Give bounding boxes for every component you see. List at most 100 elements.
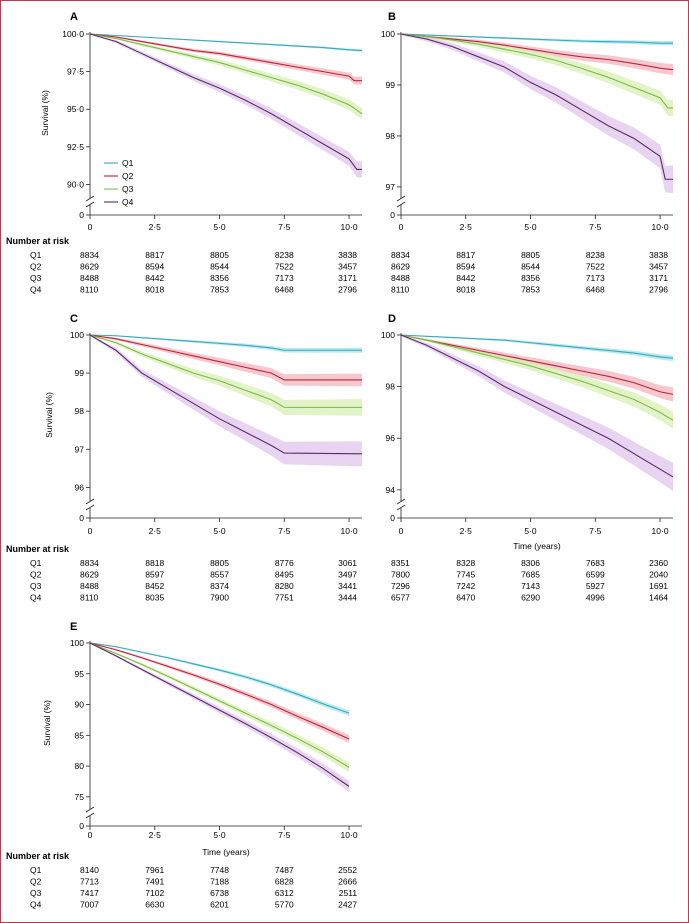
risk-value: 2796 <box>338 285 357 295</box>
survival-curve-q1 <box>400 334 674 359</box>
risk-value: 7853 <box>210 285 229 295</box>
risk-value: 7487 <box>275 865 294 875</box>
risk-value: 8356 <box>521 273 540 283</box>
risk-value: 8306 <box>521 558 540 568</box>
panel-e: E 00 2·5 5·0 7·5 10·0 75 80 85 90 95 100 Survival (%… <box>6 621 362 910</box>
y-tick-label: 97·5 <box>67 67 84 77</box>
y-tick-label: 96 <box>75 482 85 492</box>
risk-value: 8594 <box>145 262 164 272</box>
y-axis-label: Survival (%) <box>42 700 52 746</box>
x-tick-label: 7·5 <box>278 222 291 232</box>
risk-row-label-q2: Q2 <box>30 262 42 272</box>
risk-value: 7748 <box>210 865 229 875</box>
x-tick-label: 5·0 <box>213 222 226 232</box>
legend-label-q2: Q2 <box>122 171 134 181</box>
number-at-risk-heading: Number at risk <box>6 544 70 554</box>
risk-value: 6290 <box>521 593 540 603</box>
risk-value: 8442 <box>456 273 475 283</box>
survival-curve-q4 <box>89 33 362 170</box>
risk-row-label-q3: Q3 <box>30 888 42 898</box>
panel-label: B <box>388 11 396 23</box>
risk-value: 8018 <box>456 285 475 295</box>
x-tick-label: 10·0 <box>652 222 669 232</box>
y-tick-label: 94 <box>386 485 396 495</box>
x-tick-label: 0 <box>399 526 404 536</box>
risk-value: 7296 <box>391 581 410 591</box>
axis-break-mark <box>85 498 95 505</box>
risk-value: 3457 <box>338 262 357 272</box>
risk-value: 8818 <box>145 558 164 568</box>
survival-curve-q1 <box>89 334 362 351</box>
x-tick-label: 5·0 <box>213 526 226 536</box>
risk-value: 1691 <box>649 581 668 591</box>
risk-value: 8140 <box>80 865 99 875</box>
y-tick-label: 85 <box>75 730 85 740</box>
risk-value: 7143 <box>521 581 540 591</box>
risk-value: 6828 <box>275 877 294 887</box>
x-tick-label: 10·0 <box>652 526 669 536</box>
risk-value: 7491 <box>145 877 164 887</box>
survival-curve-q4 <box>400 33 673 180</box>
x-tick-label: 10·0 <box>341 526 358 536</box>
y-tick-label: 80 <box>75 761 85 771</box>
ci-band-q4 <box>90 643 350 792</box>
risk-value: 7173 <box>275 273 294 283</box>
x-tick-label: 5·0 <box>524 222 537 232</box>
risk-value: 2040 <box>649 570 668 580</box>
panel-d: D 00 2·5 5·0 7·5 10·0 94 96 98 100 Time (years) 835… <box>381 313 674 603</box>
y-tick-label: 98 <box>386 382 396 392</box>
risk-value: 8488 <box>80 581 99 591</box>
risk-value: 7800 <box>391 570 410 580</box>
survival-curve-q4 <box>400 334 674 478</box>
risk-value: 8488 <box>80 273 99 283</box>
x-tick-label: 2·5 <box>460 222 473 232</box>
risk-value: 3061 <box>338 558 357 568</box>
survival-curve-q4 <box>89 334 363 455</box>
y-tick-label: 96 <box>386 433 396 443</box>
y-tick-label: 0 <box>79 210 84 220</box>
panel-label: E <box>70 621 77 633</box>
risk-value: 1464 <box>649 593 668 603</box>
y-axis-label: Survival (%) <box>44 392 54 438</box>
number-at-risk-heading: Number at risk <box>6 851 70 861</box>
number-at-risk-heading: Number at risk <box>6 236 70 246</box>
axis-break-mark <box>396 504 406 511</box>
y-tick-label: 97 <box>386 182 396 192</box>
risk-value: 8488 <box>391 273 410 283</box>
risk-value: 8035 <box>145 593 164 603</box>
y-tick-label: 0 <box>390 513 395 523</box>
risk-value: 3457 <box>649 262 668 272</box>
survival-curve-q3 <box>400 33 673 109</box>
risk-value: 8594 <box>456 262 475 272</box>
risk-value: 8452 <box>145 581 164 591</box>
x-tick-label: 7·5 <box>278 830 291 840</box>
risk-row-label-q4: Q4 <box>30 593 42 603</box>
y-tick-label: 100 <box>70 638 84 648</box>
risk-value: 8110 <box>80 593 99 603</box>
risk-row-label-q4: Q4 <box>30 285 42 295</box>
risk-value: 8110 <box>80 285 99 295</box>
risk-row-label-q4: Q4 <box>30 900 42 910</box>
survival-curve-q3 <box>89 334 362 408</box>
survival-curve-q1 <box>89 33 363 52</box>
risk-row-label-q3: Q3 <box>30 273 42 283</box>
panel-label: A <box>70 11 78 23</box>
y-tick-label: 99 <box>75 368 85 378</box>
legend-label-q4: Q4 <box>122 197 134 207</box>
risk-value: 7961 <box>145 865 164 875</box>
x-tick-label: 0 <box>399 222 404 232</box>
panel-label: C <box>70 313 78 325</box>
survival-curve-q2 <box>89 642 350 740</box>
risk-value: 8805 <box>210 558 229 568</box>
risk-value: 8110 <box>391 285 410 295</box>
risk-value: 7751 <box>275 593 294 603</box>
risk-value: 6468 <box>275 285 294 295</box>
y-tick-label: 0 <box>390 210 395 220</box>
risk-value: 8442 <box>145 273 164 283</box>
risk-value: 3838 <box>338 250 357 260</box>
survival-curve-q3 <box>89 33 363 115</box>
x-tick-label: 7·5 <box>589 526 602 536</box>
legend-label-q3: Q3 <box>122 184 134 194</box>
survival-curve-q3 <box>400 334 674 421</box>
y-tick-label: 100 <box>381 330 395 340</box>
